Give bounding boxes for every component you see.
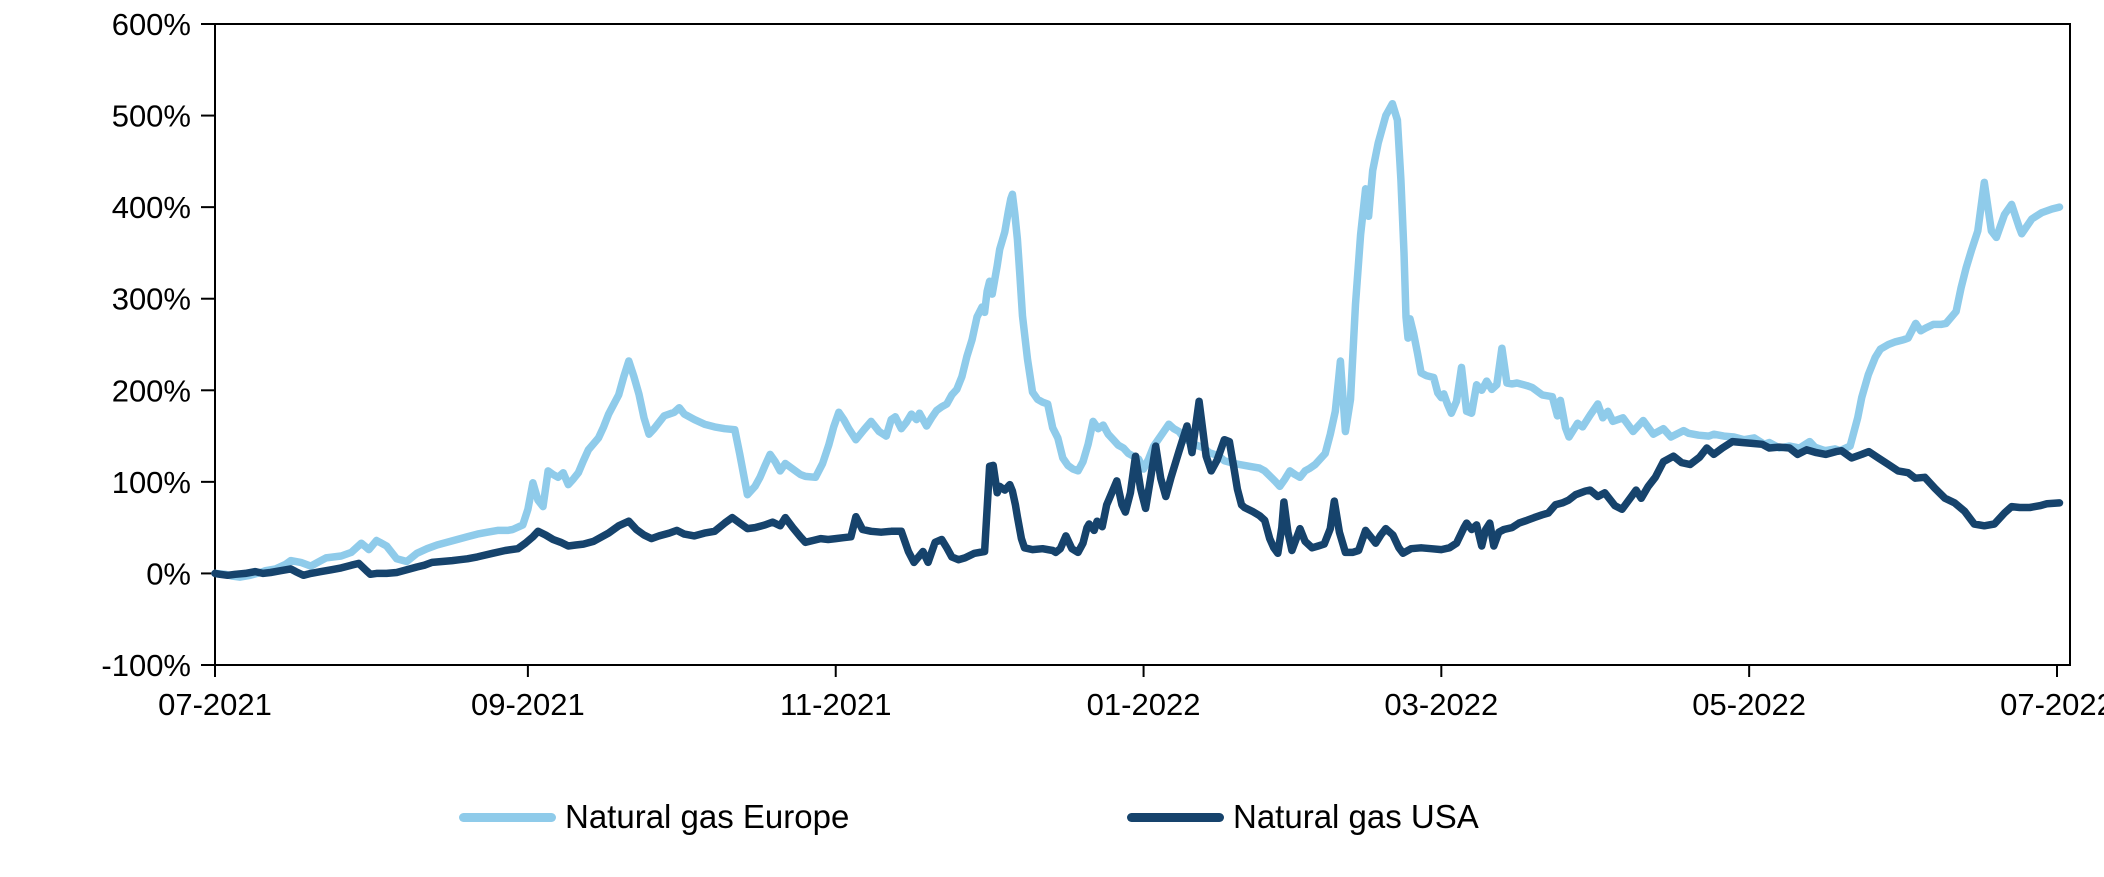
y-tick-label: 500% bbox=[112, 99, 191, 134]
x-tick-label: 05-2022 bbox=[1692, 687, 1806, 722]
plot-frame bbox=[214, 23, 2071, 666]
legend-label-usa: Natural gas USA bbox=[1233, 798, 1479, 835]
series-line-europe bbox=[211, 99, 2064, 581]
series-line-usa bbox=[211, 397, 2064, 580]
y-tick-label: 100% bbox=[112, 465, 191, 500]
usa-line-swatch bbox=[1127, 812, 1224, 822]
legend-item-usa: Natural gas USA bbox=[1127, 798, 1479, 835]
x-tick-label: 09-2021 bbox=[471, 687, 585, 722]
legend-item-europe: Natural gas Europe bbox=[459, 798, 850, 835]
y-tick-label: -100% bbox=[101, 648, 191, 683]
legend-label-europe: Natural gas Europe bbox=[565, 798, 850, 835]
y-tick-label: 400% bbox=[112, 190, 191, 225]
y-tick-label: 600% bbox=[112, 7, 191, 42]
x-tick-label: 07-2022 bbox=[2000, 687, 2104, 722]
y-tick-label: 300% bbox=[112, 282, 191, 317]
europe-line-swatch bbox=[459, 812, 556, 822]
y-tick-label: 0% bbox=[146, 556, 191, 591]
x-tick-label: 07-2021 bbox=[158, 687, 272, 722]
x-tick-label: 03-2022 bbox=[1384, 687, 1498, 722]
x-tick-label: 11-2021 bbox=[780, 687, 891, 722]
x-tick-label: 01-2022 bbox=[1087, 687, 1201, 722]
y-tick-label: 200% bbox=[112, 373, 191, 408]
